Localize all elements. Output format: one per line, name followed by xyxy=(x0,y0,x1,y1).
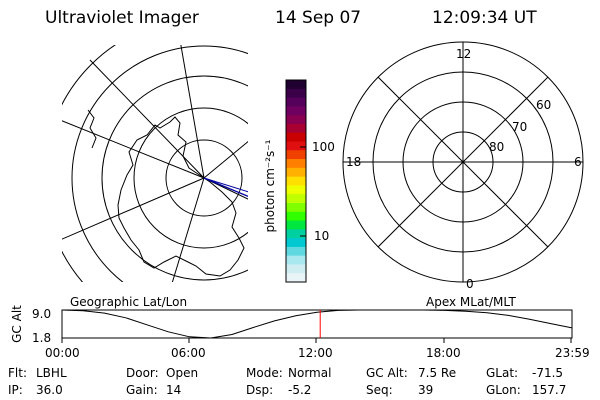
gc-xtick: 00:00 xyxy=(45,346,80,360)
colorbar-tick-10: 10 xyxy=(314,229,330,243)
meridian-line xyxy=(89,59,205,179)
coastline xyxy=(87,109,97,149)
status-value: LBHL xyxy=(36,366,67,380)
satellite-track xyxy=(203,177,248,198)
mlat-label-60: 60 xyxy=(536,98,552,112)
colorbar-cell xyxy=(286,229,306,239)
colorbar-cell xyxy=(286,115,306,125)
colorbar-cell xyxy=(286,123,306,134)
meridian-line xyxy=(62,120,205,179)
gc-ylabel: GC Alt xyxy=(10,305,24,343)
colorbar-cell xyxy=(286,97,306,107)
status-value: -5.2 xyxy=(288,383,312,397)
colorbar-unit-label: photon cm⁻²s⁻¹ xyxy=(263,139,277,233)
mlat-label-70: 70 xyxy=(512,120,528,134)
gc-altitude-curve xyxy=(61,309,573,339)
colorbar-cell xyxy=(286,238,306,248)
status-key: Door: xyxy=(126,366,159,380)
status-key: GC Alt: xyxy=(366,366,408,380)
colorbar-cell xyxy=(286,141,306,151)
colorbar-cell xyxy=(286,220,306,230)
latitude-circle xyxy=(101,75,248,281)
status-value: -71.5 xyxy=(532,366,564,380)
status-value: Normal xyxy=(288,366,332,380)
status-value: Open xyxy=(166,366,199,380)
status-value: 7.5 Re xyxy=(418,366,457,380)
colorbar-cell xyxy=(286,264,306,274)
meridian-line xyxy=(180,45,205,179)
left-map-label: Geographic Lat/Lon xyxy=(70,295,188,309)
colorbar-cell xyxy=(286,88,306,99)
colorbar-cell xyxy=(286,185,306,195)
colorbar-cell xyxy=(286,246,306,257)
colorbar xyxy=(285,79,307,283)
status-key: Flt: xyxy=(8,366,27,380)
colorbar-tick-100: 100 xyxy=(312,140,335,154)
colorbar-cell xyxy=(286,167,306,178)
colorbar-cell xyxy=(286,176,306,186)
mlt-label-6: 6 xyxy=(574,155,582,169)
latitude-circle xyxy=(165,139,243,217)
status-key: GLon: xyxy=(486,383,521,397)
colorbar-cell xyxy=(286,106,306,116)
meridian-line xyxy=(203,141,248,179)
satellite-track xyxy=(203,177,248,193)
meridian-line xyxy=(62,177,205,240)
colorbar-cell xyxy=(286,273,306,283)
status-value: 36.0 xyxy=(36,383,63,397)
latitude-circle xyxy=(71,45,248,282)
status-key: Gain: xyxy=(126,383,158,397)
coastline xyxy=(117,116,245,277)
status-value: 157.7 xyxy=(532,383,567,397)
mlt-label-0: 0 xyxy=(466,277,474,291)
mlt-line xyxy=(377,76,549,248)
colorbar-cell xyxy=(286,132,306,143)
status-value: 39 xyxy=(418,383,434,397)
colorbar-cell xyxy=(286,80,306,90)
gc-xtick: 23:59 xyxy=(555,346,590,360)
colorbar-cell xyxy=(286,150,306,160)
app-title: Ultraviolet Imager xyxy=(45,8,199,28)
gc-plot-frame xyxy=(61,309,573,339)
gc-xtick: 18:00 xyxy=(426,346,461,360)
geographic-map xyxy=(62,45,248,282)
gc-ytick-max: 9.0 xyxy=(32,307,52,321)
date-label: 14 Sep 07 xyxy=(275,8,362,28)
colorbar-cell xyxy=(286,255,306,266)
status-key: Dsp: xyxy=(246,383,274,397)
mlt-label-18: 18 xyxy=(346,155,362,169)
right-map-label: Apex MLat/MLT xyxy=(426,295,516,309)
colorbar-cell xyxy=(286,194,306,204)
status-key: Seq: xyxy=(366,383,393,397)
status-key: Mode: xyxy=(246,366,283,380)
colorbar-cell xyxy=(286,202,306,213)
status-key: GLat: xyxy=(486,366,519,380)
gc-altitude-plot xyxy=(61,309,573,343)
latitude-circle xyxy=(133,107,248,249)
meridian-line xyxy=(171,177,205,282)
status-key: IP: xyxy=(8,383,23,397)
colorbar-cell xyxy=(286,159,306,169)
time-label: 12:09:34 UT xyxy=(432,8,537,28)
mlt-label-12: 12 xyxy=(456,47,472,61)
colorbar-frame xyxy=(285,79,307,283)
gc-xtick: 06:00 xyxy=(171,346,206,360)
gc-ytick-min: 1.8 xyxy=(32,331,52,345)
mlat-label-80: 80 xyxy=(489,140,505,154)
colorbar-cell xyxy=(286,211,306,222)
polar-grid xyxy=(342,41,584,283)
status-value: 14 xyxy=(166,383,182,397)
gc-xtick: 12:00 xyxy=(298,346,333,360)
